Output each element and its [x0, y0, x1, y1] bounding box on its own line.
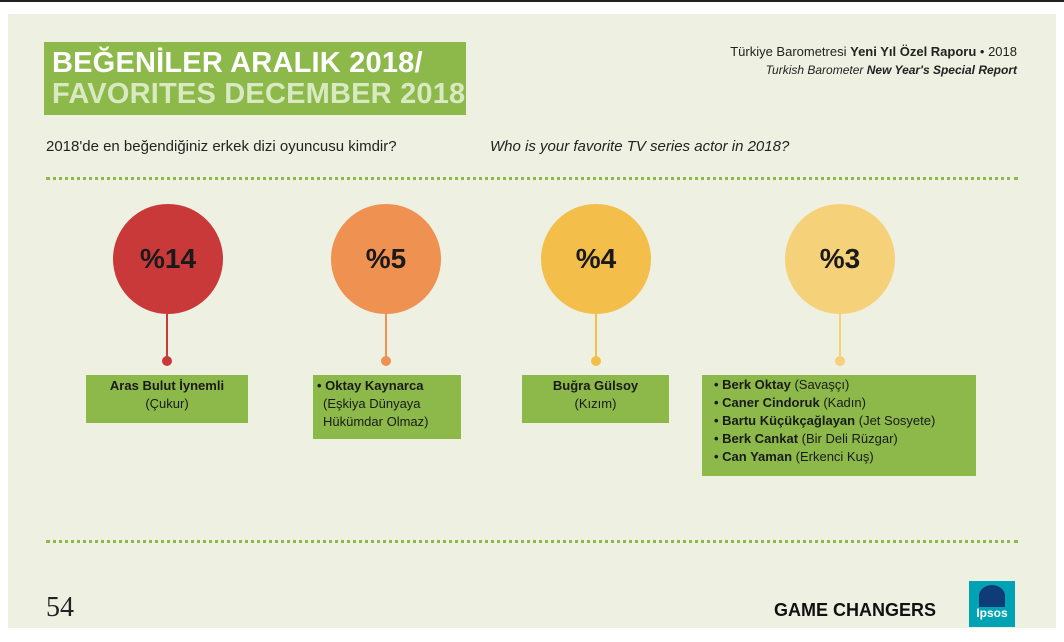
result-box-2: • Oktay Kaynarca (Eşkiya Dünyaya Hükümda…: [313, 375, 461, 439]
connector-stem-3: [595, 314, 597, 360]
connector-stem-1: [166, 314, 168, 360]
top-rule: [0, 0, 1064, 2]
actor-name: Buğra Gülsoy: [552, 378, 639, 393]
logo-shape: [979, 585, 1005, 607]
page-background: [8, 14, 1056, 628]
percent-label: %3: [819, 243, 861, 274]
percent-circle-3: %4: [541, 204, 651, 314]
connector-dot-2: [381, 356, 391, 366]
page-title: BEĞENİLER ARALIK 2018/ FAVORITES DECEMBE…: [44, 42, 466, 115]
percent-circle-1: %14: [113, 204, 223, 314]
question-english: Who is your favorite TV series actor in …: [490, 138, 790, 155]
series-name: (Kızım): [574, 396, 617, 411]
list-item: • Bartu Küçükçağlayan (Jet Sosyete): [714, 413, 936, 428]
brand-tagline: GAME CHANGERS: [774, 600, 937, 620]
series-name: (Eşkiya Dünyaya Hükümdar Olmaz): [323, 396, 429, 429]
percent-circle-4: %3: [785, 204, 895, 314]
list-item: • Berk Oktay (Savaşçı): [714, 377, 850, 392]
logo-text: Ipsos: [976, 606, 1008, 620]
connector-dot-1: [162, 356, 172, 366]
percent-circle-2: %5: [331, 204, 441, 314]
ipsos-logo: Ipsos: [969, 581, 1015, 627]
report-label-turkish: Türkiye Barometresi Yeni Yıl Özel Raporu…: [730, 44, 1017, 59]
page-number: 54: [46, 592, 74, 623]
connector-stem-2: [385, 314, 387, 360]
list-item: • Can Yaman (Erkenci Kuş): [714, 449, 874, 464]
dotted-divider-top: [46, 177, 1018, 180]
list-item: • Berk Cankat (Bir Deli Rüzgar): [714, 431, 898, 446]
question-turkish: 2018'de en beğendiğiniz erkek dizi oyunc…: [46, 138, 397, 155]
title-turkish: BEĞENİLER ARALIK 2018/: [52, 47, 423, 79]
connector-dot-4: [835, 356, 845, 366]
actor-name: • Oktay Kaynarca: [317, 378, 424, 393]
title-english: FAVORITES DECEMBER 2018: [52, 78, 466, 110]
result-box-1: Aras Bulut İynemli (Çukur): [86, 375, 248, 423]
series-name: (Çukur): [145, 396, 189, 411]
connector-stem-4: [839, 314, 841, 360]
report-label-english: Turkish Barometer New Year's Special Rep…: [765, 63, 1017, 77]
list-item: • Caner Cindoruk (Kadın): [714, 395, 866, 410]
percent-label: %14: [139, 243, 197, 274]
connector-dot-3: [591, 356, 601, 366]
percent-label: %5: [365, 243, 407, 274]
result-box-4: • Berk Oktay (Savaşçı) • Caner Cindoruk …: [702, 375, 976, 476]
dotted-divider-bottom: [46, 540, 1018, 543]
percent-label: %4: [575, 243, 617, 274]
actor-name: Aras Bulut İynemli: [109, 378, 225, 393]
result-box-3: Buğra Gülsoy (Kızım): [522, 375, 669, 423]
